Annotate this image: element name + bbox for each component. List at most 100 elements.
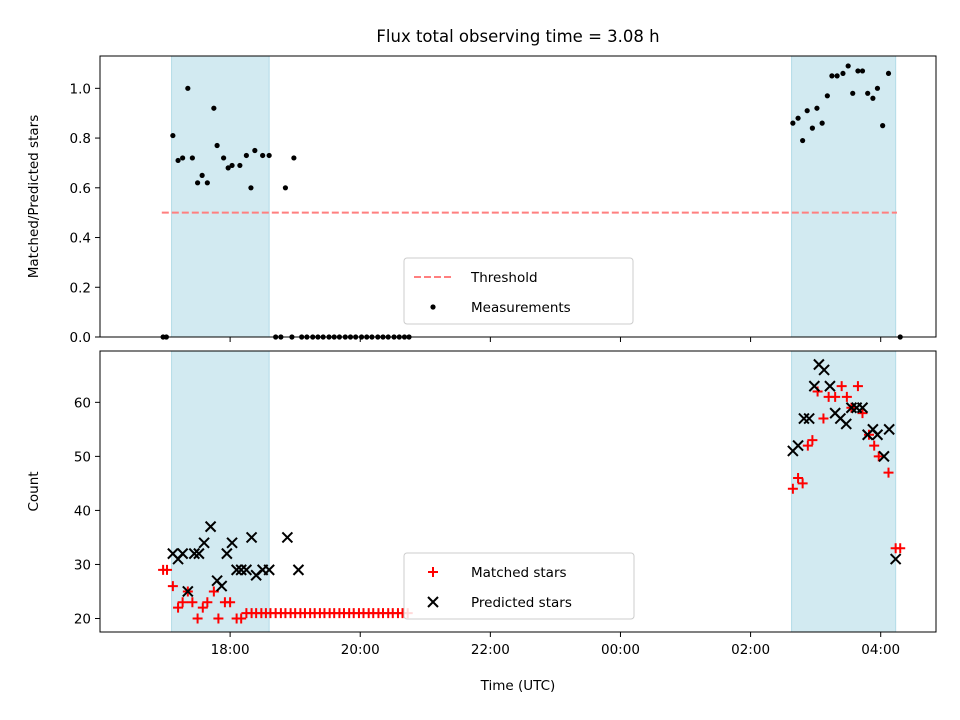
- y-tick-label: 0.8: [70, 131, 91, 147]
- matched-stars-point: [807, 435, 818, 446]
- measurements-point: [834, 73, 840, 79]
- predicted-stars-point: [878, 450, 890, 463]
- predicted-stars-point: [856, 402, 869, 414]
- measurements-point: [175, 157, 181, 164]
- measurements-point: [795, 115, 801, 121]
- matched-stars-point: [857, 408, 868, 419]
- measurements-point: [824, 93, 830, 99]
- measurements-point: [204, 180, 210, 186]
- measurements-point: [180, 155, 186, 161]
- measurements-point: [845, 63, 851, 69]
- measurements-point: [809, 125, 815, 131]
- predicted-stars-point: [188, 547, 201, 560]
- measurements-point: [291, 155, 297, 161]
- measurements-point: [243, 152, 249, 159]
- matched-stars-point: [173, 602, 184, 613]
- measurements-point: [282, 185, 289, 191]
- measurements-point: [819, 120, 825, 126]
- legend-threshold-label: Threshold: [470, 270, 538, 286]
- matched-stars-point: [225, 597, 236, 608]
- count-panel: 20 30 40 50 60 18:00 20:00 22:00 00:00 02:00 04:0…: [26, 350, 937, 694]
- measurements-point: [870, 95, 876, 101]
- ratio-axes-frame: [99, 55, 937, 338]
- matched-stars-point: [787, 483, 798, 494]
- observing-window-band: [171, 55, 270, 338]
- x-tick-label: 20:00: [341, 642, 380, 658]
- measurements-point: [229, 162, 235, 169]
- predicted-stars-point: [840, 418, 852, 430]
- count-x-axis: 18:00 20:00 22:00 00:00 02:00 04:00: [211, 632, 900, 658]
- matched-stars-point: [802, 440, 813, 451]
- count-axes-frame: [99, 350, 937, 633]
- predicted-stars-point: [221, 547, 233, 560]
- matched-stars-point: [793, 472, 804, 483]
- y-tick-label: 1.0: [70, 81, 91, 97]
- measurements-point: [189, 155, 195, 161]
- predicted-stars-point: [198, 537, 210, 549]
- matched-stars-point: [852, 381, 863, 392]
- matched-stars-point: [841, 391, 852, 402]
- predicted-stars-point: [845, 402, 858, 414]
- ratio-legend: Threshold Measurements: [403, 257, 634, 325]
- y-tick-label: 50: [74, 449, 91, 465]
- count-x-axis-label: Time (UTC): [480, 678, 556, 694]
- ratio-y-axis: 0.0 0.2 0.4 0.6 0.8 1.0: [70, 81, 100, 346]
- legend-predicted-stars-label: Predicted stars: [471, 595, 572, 611]
- y-tick-label: 40: [74, 503, 91, 519]
- measurements-point: [199, 172, 205, 178]
- legend-matched-stars-swatch: [428, 567, 438, 577]
- matched-stars-point: [197, 602, 208, 613]
- measurements-point: [225, 165, 231, 171]
- ratio-x-axis: [229, 337, 882, 342]
- matched-stars-point: [177, 597, 188, 608]
- x-tick-label: 22:00: [471, 642, 510, 658]
- predicted-stars-point: [281, 531, 294, 544]
- predicted-stars-point: [792, 439, 804, 452]
- predicted-stars-point: [292, 564, 305, 576]
- predicted-stars-point: [883, 423, 895, 436]
- predicted-stars-point: [240, 564, 253, 576]
- measurements-point: [880, 123, 886, 129]
- y-tick-label: 0.0: [70, 330, 91, 346]
- count-y-axis-label: Count: [26, 471, 42, 511]
- figure-title: Flux total observing time = 3.08 h: [376, 27, 659, 46]
- predicted-stars-point: [176, 547, 189, 560]
- predicted-stars-point: [245, 531, 258, 544]
- legend-matched-stars-label: Matched stars: [471, 565, 567, 581]
- count-y-axis: 20 30 40 50 60: [74, 395, 100, 627]
- y-tick-label: 30: [74, 557, 91, 573]
- measurements-point: [194, 180, 201, 186]
- measurements-point: [252, 147, 258, 154]
- predicted-stars-point: [204, 520, 217, 533]
- measurements-point: [885, 70, 892, 77]
- y-tick-label: 20: [74, 611, 91, 627]
- legend-box: [403, 257, 634, 325]
- measurements-point: [211, 105, 217, 111]
- measurements-point: [221, 155, 227, 161]
- legend-box: [403, 552, 635, 620]
- y-tick-label: 0.4: [70, 231, 91, 247]
- legend-measurements-swatch: [430, 304, 436, 310]
- legend-measurements-label: Measurements: [471, 300, 571, 316]
- predicted-stars-point: [871, 429, 884, 441]
- matched-stars-point: [797, 478, 808, 489]
- matched-stars-point: [883, 467, 894, 478]
- matched-stars-point: [895, 543, 906, 554]
- observing-window-band: [791, 350, 897, 633]
- ratio-panel: 0.0 0.2 0.4 0.6 0.8 1.0 Matched/Predicted sta…: [26, 55, 937, 346]
- x-tick-label: 00:00: [601, 642, 640, 658]
- measurements-point: [829, 73, 835, 79]
- predicted-stars-point: [235, 564, 247, 576]
- measurements-point: [185, 85, 191, 91]
- count-legend: Matched stars Predicted stars: [403, 552, 635, 620]
- measurements-point: [840, 70, 846, 77]
- predicted-stars-point: [803, 412, 815, 425]
- matched-stars-point: [162, 564, 173, 575]
- measurements-point: [814, 105, 820, 111]
- measurements-point: [237, 162, 243, 169]
- x-tick-label: 04:00: [861, 642, 900, 658]
- predicted-stars-point: [798, 412, 810, 425]
- y-tick-label: 60: [74, 395, 91, 411]
- predicted-stars-point: [263, 564, 275, 576]
